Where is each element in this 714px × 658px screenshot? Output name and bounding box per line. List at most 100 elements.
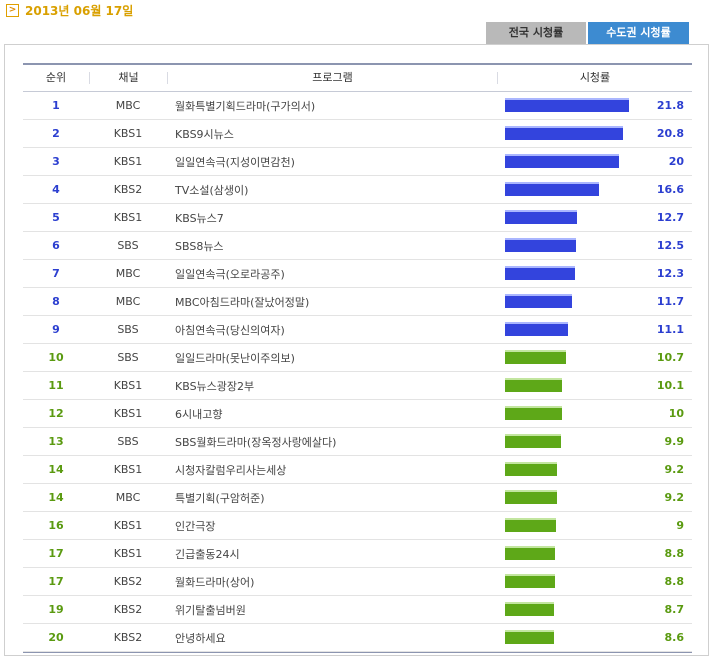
table-row: 11 KBS1 KBS뉴스광장2부 10.1 <box>23 372 692 400</box>
row-channel: KBS2 <box>113 603 143 616</box>
rating-bar <box>505 630 554 644</box>
rating-bar <box>505 266 575 280</box>
row-rating-cell: 20 <box>497 148 692 175</box>
ratings-date: 2013년 06월 17일 <box>25 3 134 18</box>
rating-value: 16.6 <box>656 183 684 196</box>
rating-bar <box>505 294 572 308</box>
table-row: 4 KBS2 TV소설(삼생이) 16.6 <box>23 176 692 204</box>
row-rating-cell: 9 <box>497 512 692 539</box>
table-row: 8 MBC MBC아침드라마(잘났어정말) 11.7 <box>23 288 692 316</box>
row-rating-cell: 10.1 <box>497 372 692 399</box>
row-rank: 19 <box>48 603 64 616</box>
row-rank: 11 <box>48 379 64 392</box>
row-channel: MBC <box>115 491 141 504</box>
ratings-panel: 순위 채널 프로그램 시청률 1 MBC 월화특별기획드라마(구가의서) 21.8 2 K… <box>4 44 709 656</box>
table-row: 14 KBS1 시청자칼럼우리사는세상 9.2 <box>23 456 692 484</box>
row-rank: 7 <box>52 267 60 280</box>
row-rank: 12 <box>48 407 64 420</box>
row-channel: SBS <box>117 351 139 364</box>
table-row: 16 KBS1 인간극장 9 <box>23 512 692 540</box>
row-rating-cell: 10.7 <box>497 344 692 371</box>
row-channel: SBS <box>117 435 139 448</box>
rating-bar <box>505 210 577 224</box>
row-rating-cell: 21.8 <box>497 92 692 119</box>
table-row: 6 SBS SBS8뉴스 12.5 <box>23 232 692 260</box>
row-channel: KBS1 <box>113 547 143 560</box>
row-program: 특별기획(구암허준) <box>175 491 265 505</box>
rating-bar <box>505 126 623 140</box>
tab-national-ratings[interactable]: 전국 시청률 <box>486 22 586 44</box>
row-program: 6시내고향 <box>175 407 223 421</box>
table-header: 순위 채널 프로그램 시청률 <box>23 63 692 92</box>
row-program: KBS뉴스광장2부 <box>175 379 255 393</box>
row-rank: 14 <box>48 491 64 504</box>
region-tabs: 전국 시청률 수도권 시청률 <box>486 22 689 44</box>
row-channel: KBS1 <box>113 155 143 168</box>
table-row: 12 KBS1 6시내고향 10 <box>23 400 692 428</box>
rating-value: 20 <box>668 155 684 168</box>
rating-bar <box>505 574 555 588</box>
row-channel: KBS1 <box>113 463 143 476</box>
rating-value: 21.8 <box>656 99 684 112</box>
row-rank: 13 <box>48 435 64 448</box>
row-rating-cell: 10 <box>497 400 692 427</box>
row-program: SBS월화드라마(장옥정사랑에살다) <box>175 435 337 449</box>
row-program: 아침연속극(당신의여자) <box>175 323 285 337</box>
rating-bar <box>505 238 576 252</box>
table-row: 19 KBS2 위기탈출넘버원 8.7 <box>23 596 692 624</box>
row-rating-cell: 16.6 <box>497 176 692 203</box>
ratings-table: 순위 채널 프로그램 시청률 1 MBC 월화특별기획드라마(구가의서) 21.8 2 K… <box>23 63 692 653</box>
row-rank: 6 <box>52 239 60 252</box>
row-rating-cell: 9.2 <box>497 484 692 511</box>
tab-capital-ratings[interactable]: 수도권 시청률 <box>588 22 689 44</box>
row-program: KBS뉴스7 <box>175 211 224 225</box>
row-program: TV소설(삼생이) <box>175 183 249 197</box>
row-channel: SBS <box>117 239 139 252</box>
table-row: 1 MBC 월화특별기획드라마(구가의서) 21.8 <box>23 92 692 120</box>
rating-value: 12.3 <box>656 267 684 280</box>
row-channel: MBC <box>115 99 141 112</box>
rating-bar <box>505 490 557 504</box>
row-rating-cell: 12.7 <box>497 204 692 231</box>
row-rating-cell: 9.9 <box>497 428 692 455</box>
table-row: 10 SBS 일일드라마(못난이주의보) 10.7 <box>23 344 692 372</box>
row-channel: KBS1 <box>113 519 143 532</box>
rating-bar <box>505 154 619 168</box>
row-channel: MBC <box>115 267 141 280</box>
row-program: 월화특별기획드라마(구가의서) <box>175 99 316 113</box>
row-program: 긴급출동24시 <box>175 547 240 561</box>
row-channel: KBS1 <box>113 127 143 140</box>
row-program: MBC아침드라마(잘났어정말) <box>175 295 310 309</box>
rating-bar <box>505 546 555 560</box>
row-program: KBS9시뉴스 <box>175 127 234 141</box>
row-rank: 5 <box>52 211 60 224</box>
rating-value: 12.5 <box>656 239 684 252</box>
header-rating: 시청률 <box>497 72 692 84</box>
rating-value: 11.7 <box>656 295 684 308</box>
rating-bar <box>505 434 561 448</box>
rating-value: 10 <box>668 407 684 420</box>
row-program: 일일연속극(지성이면감천) <box>175 155 295 169</box>
rating-value: 9.2 <box>664 463 685 476</box>
row-rank: 10 <box>48 351 64 364</box>
header-rank: 순위 <box>45 71 67 84</box>
rating-value: 10.1 <box>656 379 684 392</box>
row-program: 안녕하세요 <box>175 631 226 645</box>
row-channel: SBS <box>117 323 139 336</box>
row-rank: 9 <box>52 323 60 336</box>
rating-value: 10.7 <box>656 351 684 364</box>
rating-bar <box>505 602 554 616</box>
rating-bar <box>505 98 629 112</box>
row-rank: 20 <box>48 631 64 644</box>
row-rating-cell: 11.1 <box>497 316 692 343</box>
row-rating-cell: 8.8 <box>497 540 692 567</box>
date-header: > 2013년 06월 17일 <box>6 2 133 18</box>
rating-bar <box>505 350 566 364</box>
row-rating-cell: 8.6 <box>497 624 692 651</box>
table-row: 17 KBS1 긴급출동24시 8.8 <box>23 540 692 568</box>
row-rank: 17 <box>48 575 64 588</box>
row-rank: 8 <box>52 295 60 308</box>
row-rank: 17 <box>48 547 64 560</box>
row-rank: 14 <box>48 463 64 476</box>
rating-bar <box>505 462 557 476</box>
